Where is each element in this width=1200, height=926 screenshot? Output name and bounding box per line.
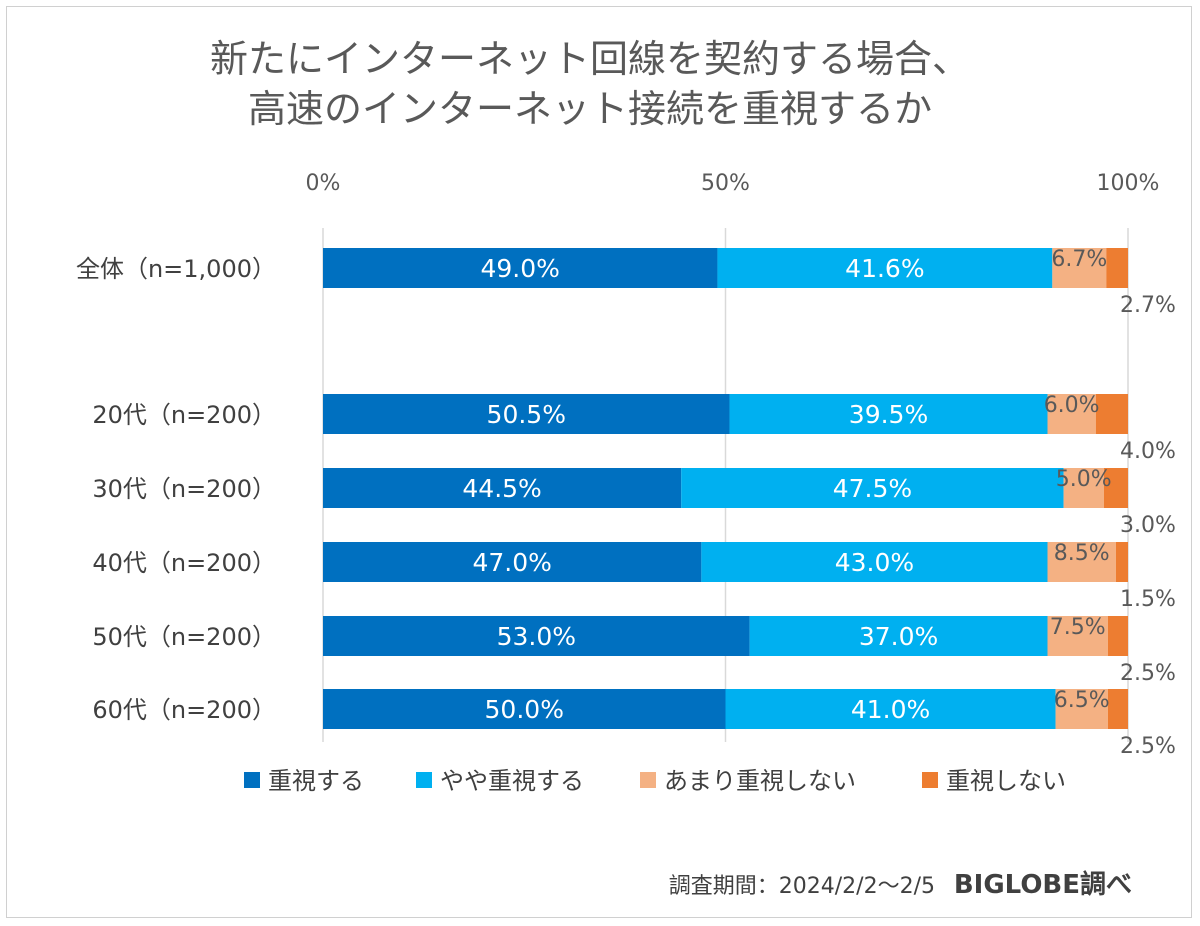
survey-period: 調査期間：2024/2/2～2/5	[669, 874, 935, 899]
bar-3-3	[1115, 542, 1128, 582]
bar-3-0	[1106, 248, 1128, 288]
category-labels: 全体（n=1,000） 20代（n=200） 30代（n=200） 40代（n=200…	[76, 255, 276, 724]
bar-1-1	[729, 394, 1048, 434]
bar-0-0	[323, 248, 718, 288]
axis-tick-50: 50%	[701, 171, 750, 196]
legend-swatch-1	[416, 772, 432, 788]
category-label-5: 60代（n=200）	[92, 696, 276, 724]
data-label-1-3: 43.0%	[835, 548, 914, 577]
legend: 重視する やや重視する あまり重視しない 重視しない	[244, 767, 1066, 795]
bars	[323, 248, 1128, 729]
data-label-1-1: 39.5%	[849, 400, 928, 429]
chart-frame	[6, 6, 1192, 918]
category-label-0: 全体（n=1,000）	[76, 255, 276, 283]
legend-swatch-3	[922, 772, 938, 788]
data-label-1-2: 47.5%	[833, 474, 912, 503]
bar-3-4	[1107, 616, 1128, 656]
data-label-1-0: 41.6%	[845, 254, 924, 283]
category-label-1: 20代（n=200）	[92, 401, 276, 429]
legend-label-0: 重視する	[268, 767, 364, 795]
data-label-3-3: 1.5%	[1120, 587, 1176, 612]
data-label-2-1: 6.0%	[1044, 393, 1100, 418]
bar-2-4	[1047, 616, 1108, 656]
bar-2-5	[1055, 689, 1108, 729]
bar-0-1	[323, 394, 730, 434]
chart-title-line-1: 新たにインターネット回線を契約する場合、	[210, 37, 970, 81]
axis-tick-0: 0%	[306, 171, 341, 196]
bar-0-4	[323, 616, 750, 656]
legend-swatch-0	[244, 772, 260, 788]
legend-swatch-2	[640, 772, 656, 788]
legend-label-3: 重視しない	[946, 767, 1066, 795]
data-label-0-4: 53.0%	[497, 622, 576, 651]
data-label-3-5: 2.5%	[1120, 734, 1176, 759]
category-label-2: 30代（n=200）	[92, 475, 276, 503]
data-label-2-5: 6.5%	[1054, 688, 1110, 713]
bar-0-5	[323, 689, 726, 729]
bar-2-0	[1052, 248, 1107, 288]
data-label-1-5: 41.0%	[851, 695, 930, 724]
data-label-2-3: 8.5%	[1054, 541, 1110, 566]
brand-credit: BIGLOBE調べ	[954, 869, 1132, 900]
category-label-3: 40代（n=200）	[92, 549, 276, 577]
data-label-2-4: 7.5%	[1050, 615, 1106, 640]
data-label-3-1: 4.0%	[1120, 439, 1176, 464]
data-label-0-3: 47.0%	[472, 548, 551, 577]
bar-1-3	[701, 542, 1048, 582]
footer: 調査期間：2024/2/2～2/5 BIGLOBE調べ	[669, 869, 1132, 900]
bar-3-1	[1095, 394, 1128, 434]
data-label-0-1: 50.5%	[487, 400, 566, 429]
data-label-1-4: 37.0%	[859, 622, 938, 651]
chart-title: 新たにインターネット回線を契約する場合、 高速のインターネット接続を重視するか	[210, 37, 970, 131]
category-label-4: 50代（n=200）	[92, 623, 276, 651]
data-labels: 49.0% 41.6% 6.7% 2.7% 50.5% 39.5% 6.0% 4.0% 44.5…	[462, 247, 1176, 759]
axis-ticks: 0% 50% 100%	[306, 171, 1160, 196]
bar-1-4	[749, 616, 1048, 656]
data-label-0-2: 44.5%	[462, 474, 541, 503]
bar-2-1	[1047, 394, 1096, 434]
data-label-3-0: 2.7%	[1120, 293, 1176, 318]
bar-1-2	[681, 468, 1064, 508]
data-label-3-2: 3.0%	[1120, 513, 1176, 538]
bar-0-2	[323, 468, 682, 508]
axis-tick-100: 100%	[1097, 171, 1160, 196]
data-label-0-0: 49.0%	[481, 254, 560, 283]
bar-3-5	[1107, 689, 1128, 729]
legend-label-2: あまり重視しない	[664, 767, 856, 795]
bar-1-0	[717, 248, 1053, 288]
data-label-2-0: 6.7%	[1051, 247, 1107, 272]
bar-3-2	[1103, 468, 1128, 508]
bar-2-3	[1047, 542, 1116, 582]
chart-title-line-2: 高速のインターネット接続を重視するか	[248, 87, 932, 131]
bar-1-5	[725, 689, 1056, 729]
legend-label-1: やや重視する	[440, 767, 584, 795]
bar-2-2	[1063, 468, 1104, 508]
data-label-0-5: 50.0%	[485, 695, 564, 724]
data-label-3-4: 2.5%	[1120, 661, 1176, 686]
bar-0-3	[323, 542, 702, 582]
data-label-2-2: 5.0%	[1056, 467, 1112, 492]
